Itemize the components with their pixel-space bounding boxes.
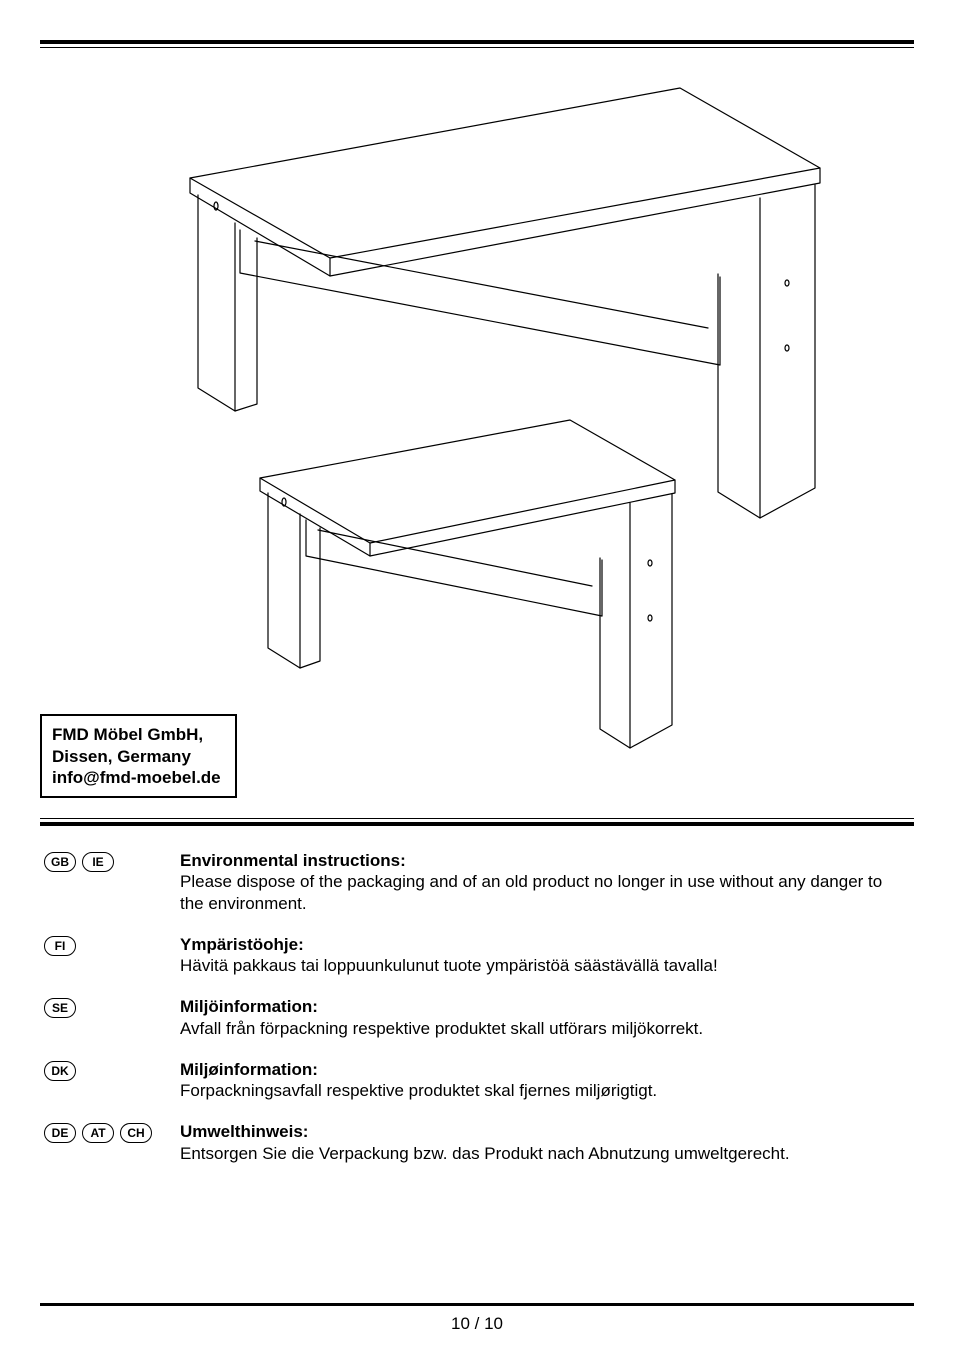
instruction-body: Forpackningsavfall respektive produktet …: [180, 1081, 657, 1100]
instruction-body: Hävitä pakkaus tai loppuunkulunut tuote …: [180, 956, 718, 975]
figure-area: FMD Möbel GmbH, Dissen, Germany info@fmd…: [40, 78, 914, 808]
instruction-row: SE Miljöinformation: Avfall från förpack…: [44, 996, 910, 1039]
instruction-row: DK Miljøinformation: Forpackningsavfall …: [44, 1059, 910, 1102]
page-number: 10 / 10: [0, 1314, 954, 1334]
instruction-body: Avfall från förpackning respektive produ…: [180, 1019, 703, 1038]
company-info-box: FMD Möbel GmbH, Dissen, Germany info@fmd…: [40, 714, 237, 798]
country-code: SE: [44, 998, 76, 1018]
instruction-heading: Ympäristöohje:: [180, 935, 304, 954]
instruction-body: Entsorgen Sie die Verpackung bzw. das Pr…: [180, 1144, 790, 1163]
instruction-text: Miljöinformation: Avfall från förpacknin…: [180, 996, 910, 1039]
country-code: IE: [82, 852, 114, 872]
mid-rule: [40, 818, 914, 826]
instruction-heading: Miljøinformation:: [180, 1060, 318, 1079]
country-code: DE: [44, 1123, 76, 1143]
instruction-text: Miljøinformation: Forpackningsavfall res…: [180, 1059, 910, 1102]
country-codes: DK: [44, 1059, 180, 1081]
company-line-3: info@fmd-moebel.de: [52, 767, 221, 788]
instruction-row: FI Ympäristöohje: Hävitä pakkaus tai lop…: [44, 934, 910, 977]
page-sep: /: [470, 1314, 484, 1333]
country-codes: SE: [44, 996, 180, 1018]
instruction-heading: Miljöinformation:: [180, 997, 318, 1016]
country-codes: DE AT CH: [44, 1121, 180, 1143]
country-code: AT: [82, 1123, 114, 1143]
furniture-diagram-icon: [120, 78, 840, 778]
instruction-row: GB IE Environmental instructions: Please…: [44, 850, 910, 914]
page-current: 10: [451, 1314, 470, 1333]
instructions-list: GB IE Environmental instructions: Please…: [40, 850, 914, 1164]
company-line-1: FMD Möbel GmbH,: [52, 724, 221, 745]
instruction-heading: Umwelthinweis:: [180, 1122, 308, 1141]
top-rule: [40, 40, 914, 48]
page: FMD Möbel GmbH, Dissen, Germany info@fmd…: [0, 0, 954, 1354]
instruction-text: Environmental instructions: Please dispo…: [180, 850, 910, 914]
country-code: CH: [120, 1123, 152, 1143]
instruction-heading: Environmental instructions:: [180, 851, 406, 870]
bottom-rule: [40, 1303, 914, 1306]
country-codes: GB IE: [44, 850, 180, 872]
country-code: DK: [44, 1061, 76, 1081]
instruction-row: DE AT CH Umwelthinweis: Entsorgen Sie di…: [44, 1121, 910, 1164]
country-code: GB: [44, 852, 76, 872]
instruction-text: Umwelthinweis: Entsorgen Sie die Verpack…: [180, 1121, 910, 1164]
instruction-text: Ympäristöohje: Hävitä pakkaus tai loppuu…: [180, 934, 910, 977]
instruction-body: Please dispose of the packaging and of a…: [180, 872, 882, 912]
company-line-2: Dissen, Germany: [52, 746, 221, 767]
country-code: FI: [44, 936, 76, 956]
country-codes: FI: [44, 934, 180, 956]
page-total: 10: [484, 1314, 503, 1333]
